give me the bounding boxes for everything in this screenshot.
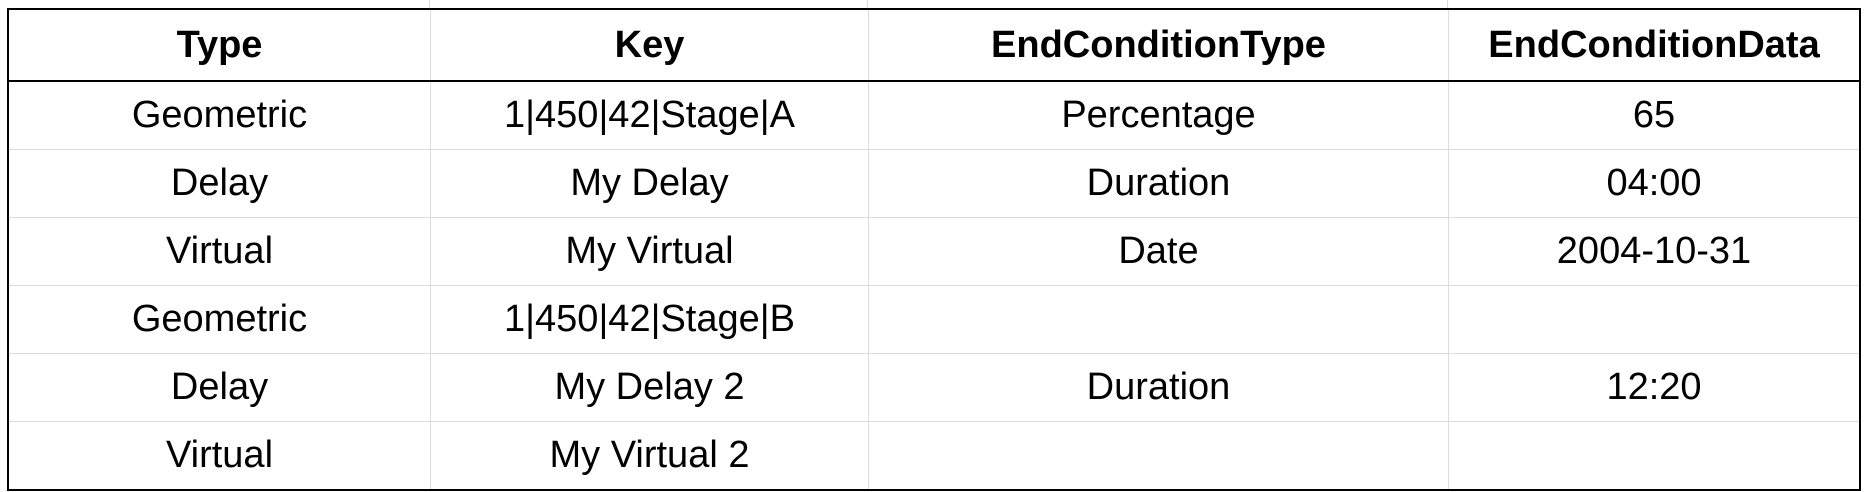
header-end-condition-data[interactable]: EndConditionData [1448,8,1861,82]
cell-end-condition-type[interactable]: Duration [868,149,1449,218]
cell-key[interactable]: 1|450|42|Stage|A [430,80,869,150]
gridline [429,0,430,8]
table-row: Virtual My Virtual Date 2004-10-31 [7,217,1861,286]
table-row: Geometric 1|450|42|Stage|B [7,285,1861,354]
gridline [1447,0,1448,8]
cell-end-condition-type[interactable]: Percentage [868,80,1449,150]
table-row: Virtual My Virtual 2 [7,421,1861,491]
cell-type[interactable]: Delay [7,353,431,422]
cell-key[interactable]: 1|450|42|Stage|B [430,285,869,354]
cell-end-condition-data[interactable] [1448,285,1861,354]
header-end-condition-type[interactable]: EndConditionType [868,8,1449,82]
gridline [867,0,868,8]
cell-type[interactable]: Virtual [7,421,431,491]
header-row: Type Key EndConditionType EndConditionDa… [7,8,1861,82]
table-row: Delay My Delay 2 Duration 12:20 [7,353,1861,422]
cell-key[interactable]: My Delay [430,149,869,218]
header-type[interactable]: Type [7,8,431,82]
cell-end-condition-data[interactable]: 65 [1448,80,1861,150]
cell-end-condition-type[interactable] [868,285,1449,354]
cell-key[interactable]: My Virtual 2 [430,421,869,491]
data-table: Type Key EndConditionType EndConditionDa… [7,8,1861,491]
cell-type[interactable]: Geometric [7,80,431,150]
cell-end-condition-type[interactable] [868,421,1449,491]
cell-key[interactable]: My Virtual [430,217,869,286]
header-key[interactable]: Key [430,8,869,82]
cell-end-condition-type[interactable]: Date [868,217,1449,286]
cell-type[interactable]: Delay [7,149,431,218]
cell-end-condition-data[interactable]: 2004-10-31 [1448,217,1861,286]
cell-end-condition-type[interactable]: Duration [868,353,1449,422]
cell-type[interactable]: Geometric [7,285,431,354]
cell-end-condition-data[interactable]: 12:20 [1448,353,1861,422]
cell-type[interactable]: Virtual [7,217,431,286]
table-row: Delay My Delay Duration 04:00 [7,149,1861,218]
table-row: Geometric 1|450|42|Stage|A Percentage 65 [7,80,1861,150]
cell-key[interactable]: My Delay 2 [430,353,869,422]
cell-end-condition-data[interactable]: 04:00 [1448,149,1861,218]
cell-end-condition-data[interactable] [1448,421,1861,491]
